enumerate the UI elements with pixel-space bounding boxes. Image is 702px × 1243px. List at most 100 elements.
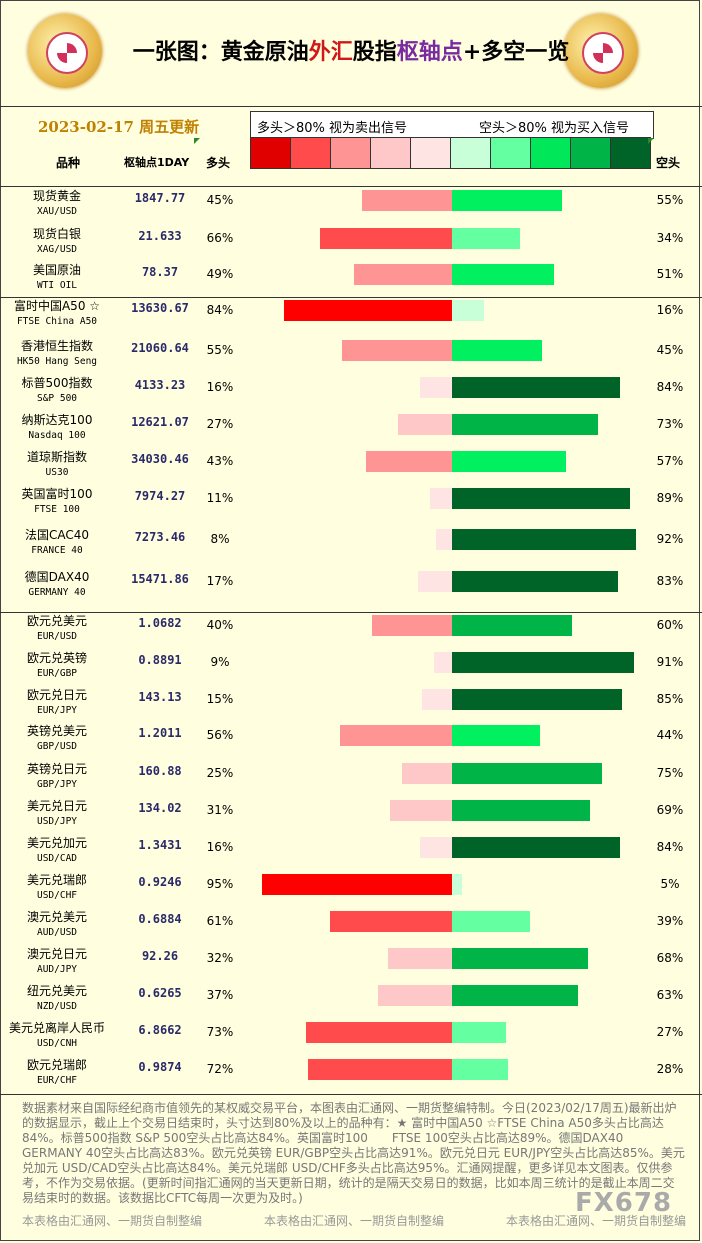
long-bar (320, 228, 452, 249)
long-percent-label: 66% (206, 231, 234, 245)
group-divider-indices (0, 297, 702, 298)
corner-marker-right (648, 138, 654, 144)
long-bar (378, 985, 452, 1006)
long-percent-label: 9% (210, 655, 230, 669)
instrument-label: 美元兑日元 (26, 799, 87, 813)
instrument-code: Nasdaq 100 (28, 430, 86, 441)
short-percent-label: 55% (656, 193, 684, 207)
footer-credit-2: 本表格由汇通网、一期货自制整编 (264, 1214, 445, 1228)
long-bar (420, 837, 452, 858)
instrument-code: FRANCE 40 (31, 545, 83, 556)
long-percent-label: 8% (210, 532, 230, 546)
short-percent-label: 83% (656, 574, 684, 588)
instrument-name: 道琼斯指数 US30 (0, 450, 114, 480)
short-bar (452, 874, 462, 895)
long-percent-label: 61% (206, 914, 234, 928)
long-percent-label: 43% (206, 454, 234, 468)
pivot-value: 0.6265 (138, 986, 182, 1000)
short-bar (452, 488, 630, 509)
instrument-name: 澳元兑日元 AUD/JPY (0, 947, 114, 977)
instrument-name: 欧元兑美元 EUR/USD (0, 614, 114, 644)
short-bar (452, 948, 588, 969)
pivot-value: 160.88 (138, 764, 182, 778)
legend-long-signal: 多头＞80% 视为卖出信号 (257, 121, 408, 136)
short-percent-label: 39% (656, 914, 684, 928)
instrument-name: 美元兑加元 USD/CAD (0, 836, 114, 866)
instrument-name: 纳斯达克100 Nasdaq 100 (0, 413, 114, 443)
instrument-code: GBP/JPY (36, 779, 78, 790)
short-bar (452, 414, 598, 435)
scale-swatch-7 (531, 138, 571, 168)
short-percent-label: 69% (656, 803, 684, 817)
instrument-code: US30 (45, 467, 69, 478)
pivot-value: 0.9246 (138, 875, 182, 889)
instrument-name: 欧元兑英镑 EUR/GBP (0, 651, 114, 681)
long-bar (340, 725, 452, 746)
long-bar (436, 529, 452, 550)
short-bar (452, 340, 542, 361)
pivot-value: 92.26 (141, 949, 179, 963)
short-percent-label: 27% (656, 1025, 684, 1039)
instrument-name: 现货黄金 XAU/USD (0, 189, 114, 219)
instrument-label: 欧元兑英镑 (26, 651, 87, 665)
instrument-code: EUR/CHF (36, 1075, 78, 1086)
long-percent-label: 16% (206, 380, 234, 394)
short-percent-label: 5% (660, 877, 680, 891)
short-percent-label: 92% (656, 532, 684, 546)
instrument-code: FTSE 100 (34, 504, 80, 515)
scale-swatch-1 (291, 138, 331, 168)
pivot-value: 0.9874 (138, 1060, 182, 1074)
long-percent-label: 27% (206, 417, 234, 431)
short-percent-label: 34% (656, 231, 684, 245)
short-bar (452, 1022, 506, 1043)
long-bar (372, 615, 452, 636)
instrument-code: USD/CHF (36, 890, 78, 901)
short-bar (452, 190, 562, 211)
instrument-name: 欧元兑日元 EUR/JPY (0, 688, 114, 718)
instrument-code: XAU/USD (36, 206, 78, 217)
pivot-value: 0.6884 (138, 912, 182, 926)
instrument-name: 现货白银 XAG/USD (0, 227, 114, 257)
pivot-value: 0.8891 (138, 653, 182, 667)
long-bar (306, 1022, 452, 1043)
instrument-label: 纳斯达克100 (21, 413, 93, 427)
short-bar (452, 689, 622, 710)
short-percent-label: 68% (656, 951, 684, 965)
short-bar (452, 571, 618, 592)
long-percent-label: 84% (206, 303, 234, 317)
instrument-code: WTI OIL (36, 280, 78, 291)
instrument-name: 标普500指数 S&P 500 (0, 376, 114, 406)
long-percent-label: 32% (206, 951, 234, 965)
instrument-code: EUR/GBP (36, 668, 78, 679)
short-bar (452, 615, 572, 636)
pivot-value: 134.02 (138, 801, 182, 815)
scale-swatch-2 (331, 138, 371, 168)
short-bar (452, 800, 590, 821)
instrument-name: 英镑兑美元 GBP/USD (0, 724, 114, 754)
long-percent-label: 15% (206, 692, 234, 706)
short-bar (452, 911, 530, 932)
long-percent-label: 17% (206, 574, 234, 588)
short-bar (452, 837, 620, 858)
short-bar (452, 264, 554, 285)
short-percent-label: 84% (656, 380, 684, 394)
footer-credit-1: 本表格由汇通网、一期货自制整编 (22, 1214, 203, 1228)
color-scale (250, 137, 651, 169)
title-divider (0, 106, 702, 107)
instrument-code: USD/CAD (36, 853, 78, 864)
long-bar (342, 340, 452, 361)
instrument-label: 澳元兑日元 (26, 947, 87, 961)
scale-swatch-0 (251, 138, 291, 168)
legend-short-signal: 空头＞80% 视为买入信号 (479, 121, 630, 136)
instrument-label: 美元兑瑞郎 (26, 873, 87, 887)
instrument-code: S&P 500 (36, 393, 78, 404)
footer-note: 数据素材来自国际经纪商市值领先的某权威交易平台，本图表由汇通网、一期货整编特制。… (22, 1101, 685, 1205)
instrument-name: 欧元兑瑞郎 EUR/CHF (0, 1058, 114, 1088)
pivot-value: 1847.77 (134, 191, 186, 205)
short-percent-label: 60% (656, 618, 684, 632)
instrument-label: 英镑兑美元 (26, 724, 87, 738)
pivot-value: 6.8662 (138, 1023, 182, 1037)
instrument-code: AUD/JPY (36, 964, 78, 975)
short-percent-label: 44% (656, 728, 684, 742)
page-title: 一张图：黄金原油外汇股指枢轴点+多空一览 (132, 39, 570, 65)
